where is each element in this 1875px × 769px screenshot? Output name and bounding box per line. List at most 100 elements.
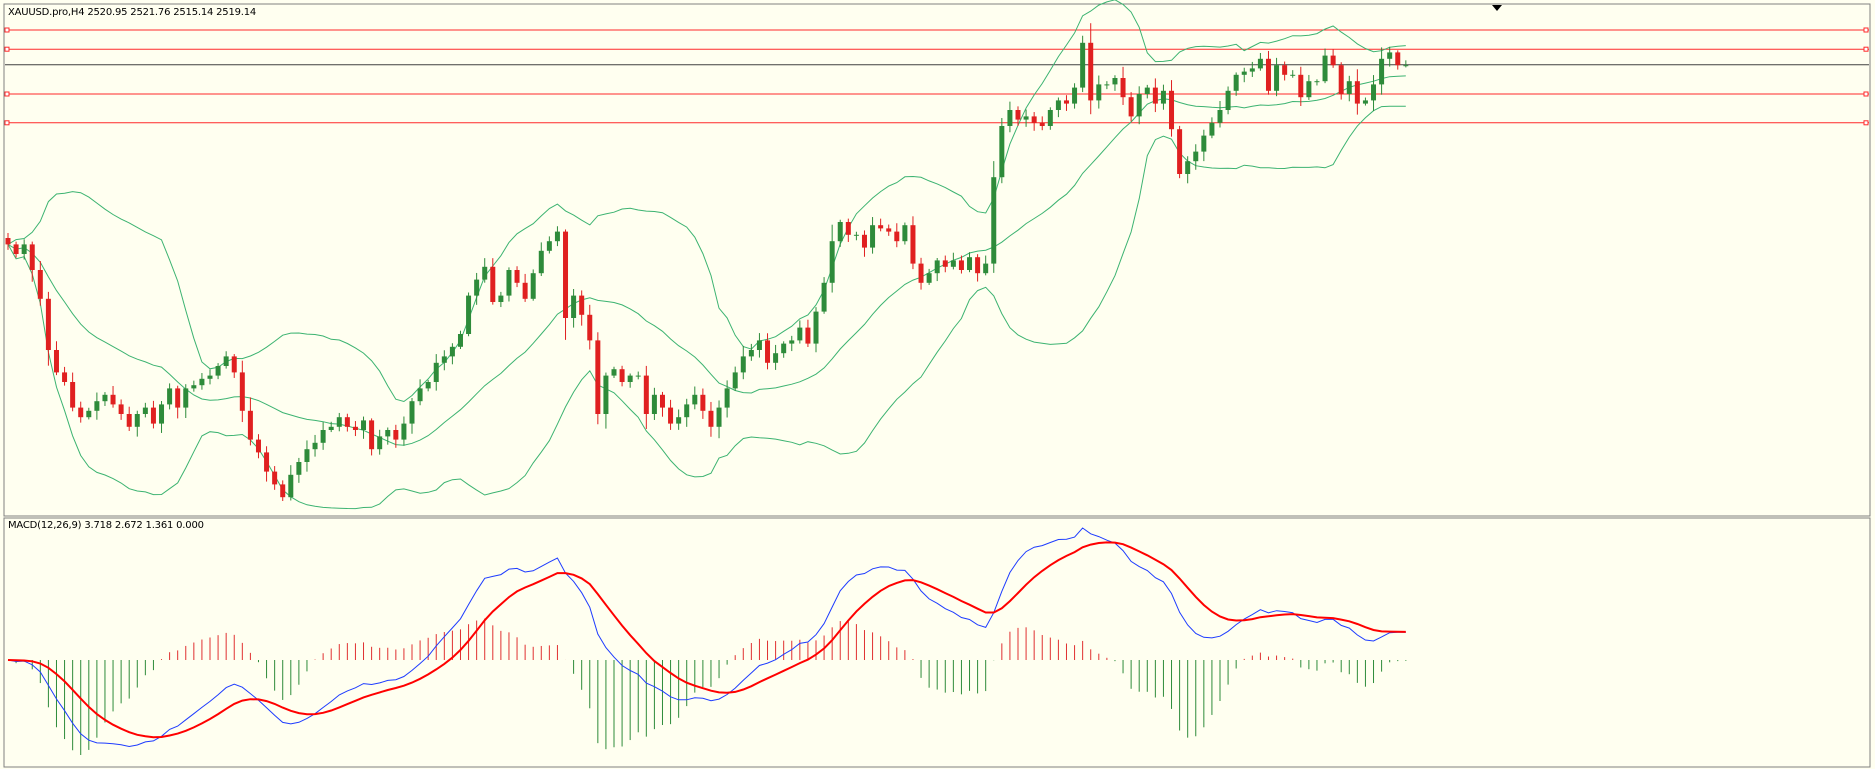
candle-body	[902, 225, 908, 242]
candle-body	[352, 426, 358, 430]
candle	[813, 307, 819, 353]
candle-body	[110, 394, 116, 405]
candle-body	[1088, 42, 1094, 101]
candle-body	[611, 369, 617, 376]
candle	[878, 218, 884, 232]
candle	[126, 406, 132, 431]
macd-panel-frame	[3, 517, 1871, 768]
chart-shift-marker[interactable]	[1492, 5, 1502, 11]
candle	[1047, 107, 1053, 130]
candle	[732, 366, 738, 391]
candle	[659, 391, 665, 417]
candle	[280, 480, 286, 502]
candle	[272, 466, 278, 490]
candle-body	[377, 436, 383, 450]
candle-body	[466, 295, 472, 334]
candle-body	[732, 372, 738, 389]
macd-panel-title: MACD(12,26,9) 3.718 2.672 1.361 0.000	[8, 520, 204, 531]
candle-body	[1023, 116, 1029, 120]
candle-body	[991, 177, 997, 264]
candle-body	[1185, 161, 1191, 174]
candle-body	[1177, 129, 1183, 174]
candle-body	[417, 388, 423, 402]
candle-body	[853, 234, 859, 236]
candle-body	[1128, 97, 1134, 117]
candle-body	[845, 222, 851, 235]
candle-body	[215, 366, 221, 376]
candle	[958, 255, 964, 274]
candle	[1379, 47, 1385, 95]
candle	[999, 118, 1005, 184]
candle-body	[126, 414, 132, 427]
candle	[94, 392, 100, 420]
candle	[1201, 129, 1207, 162]
candle	[1241, 67, 1247, 83]
candle-body	[571, 295, 577, 318]
candle	[603, 372, 609, 429]
candle	[1330, 49, 1336, 68]
candle-body	[401, 423, 407, 440]
candle	[942, 255, 948, 273]
candle	[1387, 46, 1393, 67]
candle	[837, 219, 843, 247]
candle-body	[1007, 110, 1013, 126]
candle	[1015, 106, 1021, 127]
candle	[546, 236, 552, 254]
bollinger-middle	[7, 75, 1406, 446]
candle-body	[296, 462, 302, 475]
candle-body	[530, 273, 536, 299]
candlesticks	[5, 23, 1409, 502]
level-handle-right-2	[1863, 46, 1869, 52]
candle-body	[789, 340, 795, 344]
candle-body	[1322, 55, 1328, 82]
candle-body	[918, 263, 924, 283]
candle	[457, 330, 463, 350]
candle-body	[595, 340, 601, 414]
candle-body	[756, 340, 762, 350]
candle-body	[78, 407, 84, 418]
candle	[328, 421, 334, 433]
candle-body	[320, 430, 326, 443]
candle	[1233, 72, 1239, 96]
candle-body	[70, 382, 76, 408]
candle-body	[53, 350, 59, 373]
candle-body	[199, 378, 205, 386]
candle-body	[425, 382, 431, 389]
candle	[1144, 84, 1150, 99]
candle-body	[183, 388, 189, 408]
candle	[102, 392, 108, 406]
candle-body	[967, 257, 973, 270]
candle-body	[1338, 65, 1344, 94]
candle	[1225, 86, 1231, 115]
candle	[37, 261, 43, 306]
candle-body	[272, 471, 278, 485]
candle-body	[231, 356, 237, 373]
candle	[264, 446, 270, 482]
candle	[1007, 101, 1013, 133]
candle-body	[740, 356, 746, 373]
candle	[530, 269, 536, 301]
candle	[1088, 23, 1094, 115]
candle	[1362, 97, 1368, 106]
candle	[619, 365, 625, 387]
candle-body	[175, 388, 181, 408]
candle	[255, 434, 261, 459]
candle-body	[554, 231, 560, 242]
candle	[474, 272, 480, 305]
candle	[361, 416, 367, 439]
candle-body	[94, 401, 100, 411]
candle-body	[773, 353, 779, 363]
candle	[1055, 97, 1061, 118]
candle-body	[910, 225, 916, 264]
candle-body	[1233, 74, 1239, 91]
candle-body	[627, 375, 633, 382]
candle	[247, 397, 253, 446]
candle-body	[264, 452, 270, 472]
candle-body	[1265, 58, 1271, 91]
candle	[199, 373, 205, 390]
candle	[118, 399, 124, 420]
candle	[1096, 75, 1102, 109]
candle-body	[748, 350, 754, 357]
